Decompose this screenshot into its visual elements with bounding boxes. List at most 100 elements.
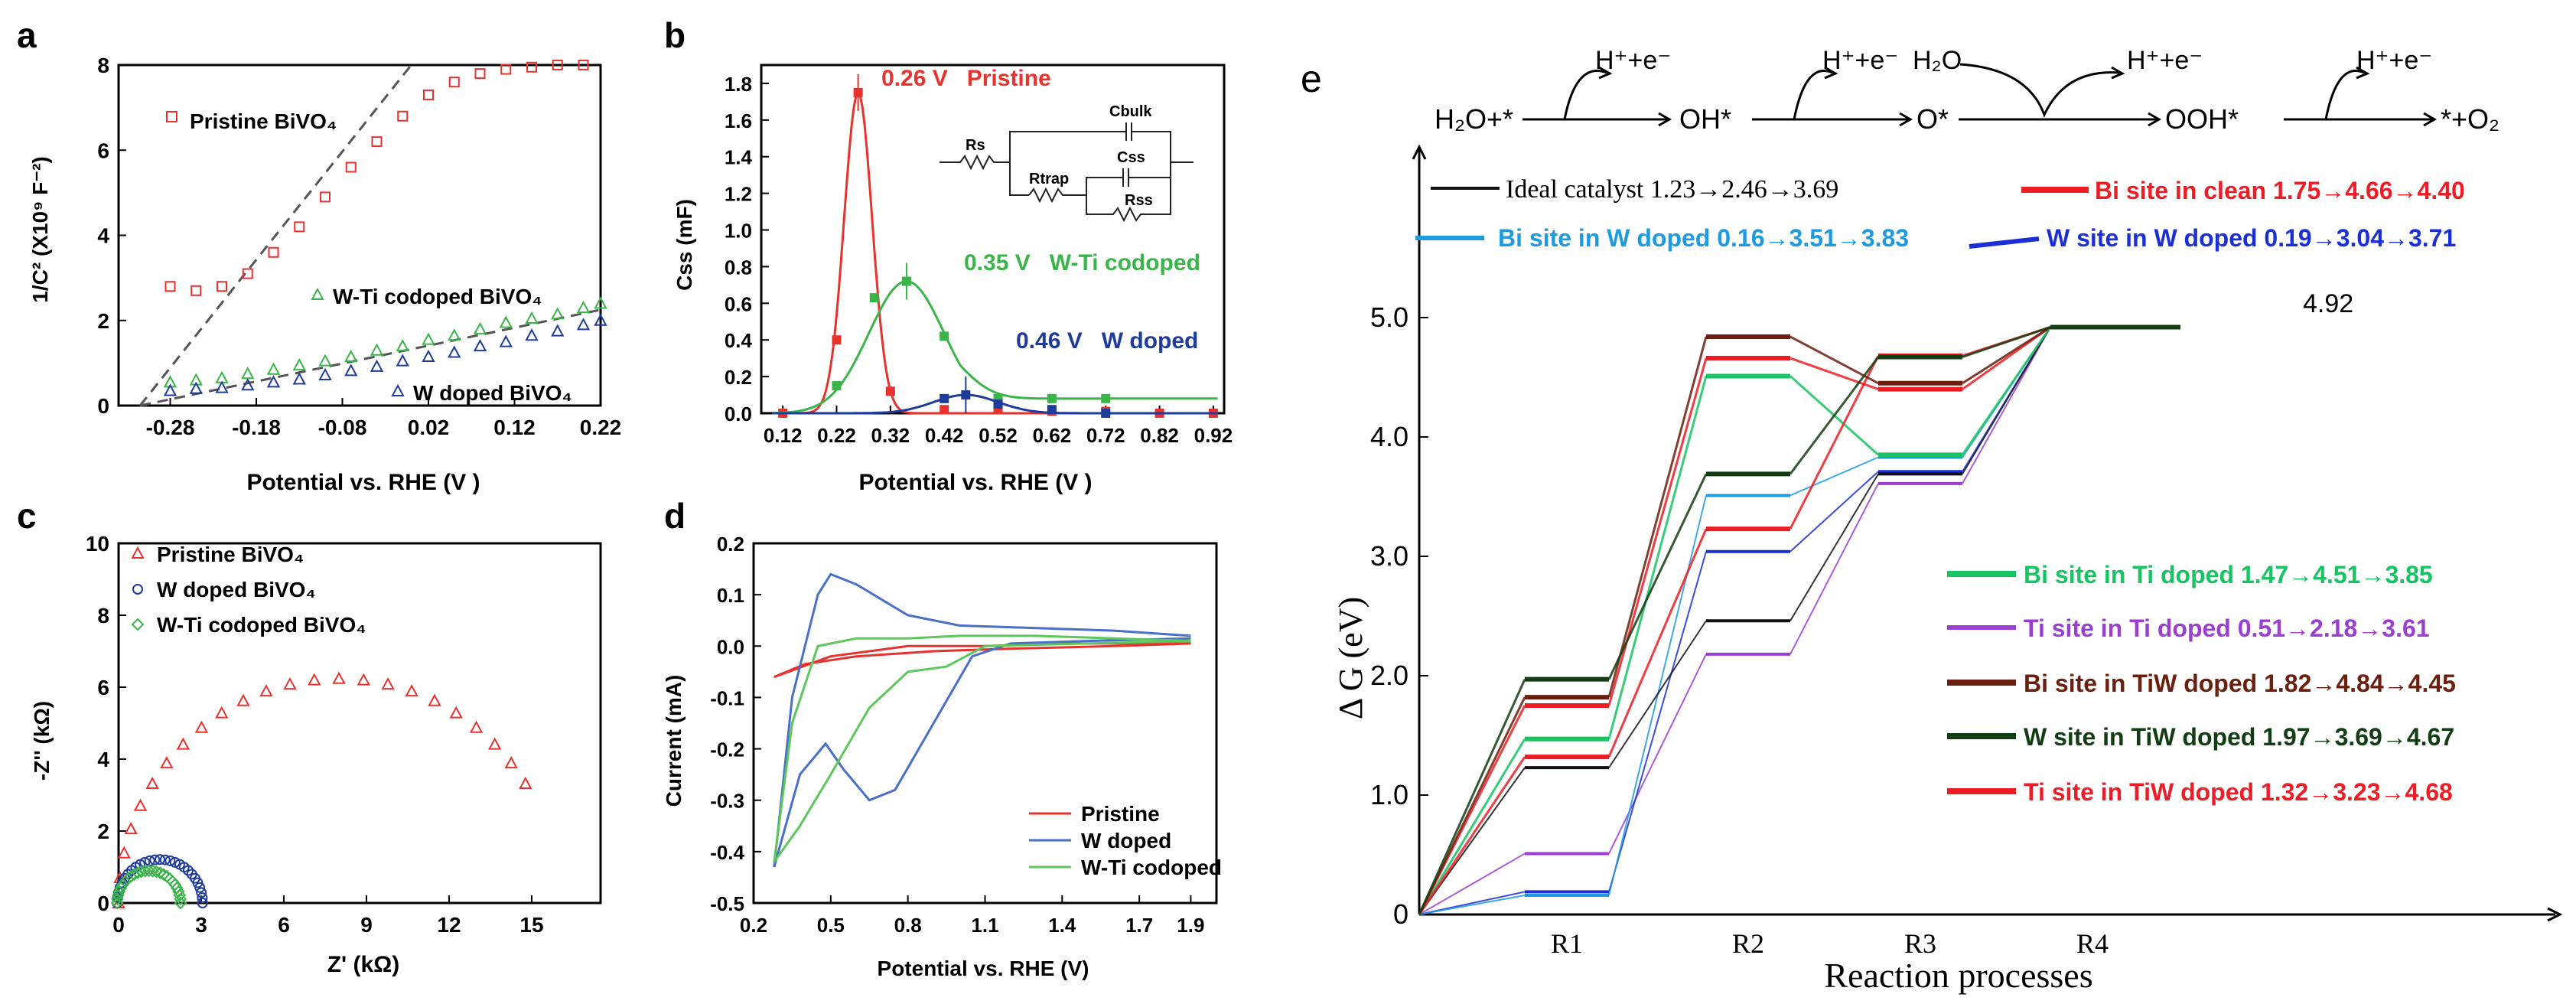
panel-c-pristine-point <box>469 720 484 733</box>
panel-b-point-1 <box>940 331 949 341</box>
panel-a-xlabel: Potential vs. RHE (V ) <box>246 470 480 495</box>
panel-a-wti-point <box>551 307 565 320</box>
panel-e-xtick-label: R2 <box>1732 928 1764 959</box>
panel-c-pristine-point <box>145 776 159 789</box>
panel-e-connector <box>1607 473 1708 680</box>
panel-e-connector <box>1790 456 1879 497</box>
panel-d-reverse-2 <box>773 640 1191 863</box>
panel-c-ytick-label: 4 <box>97 748 109 771</box>
panel-b: 0.12 0.22 0.32 0.42 0.52 0.62 0.72 0.82 0.92 0.0 0… <box>725 64 1233 447</box>
panel-c-wti-point <box>157 868 171 882</box>
panel-d-ytick-label: -0.2 <box>710 738 744 761</box>
panel-d: 0.2 0.5 0.8 1.1 1.4 1.7 1.9 -0.5 -0.4 -0.3 -0.2 -0.… <box>710 533 1218 937</box>
circuit-label-css: Css <box>1117 149 1145 166</box>
panel-c-pristine-point <box>160 756 174 769</box>
circuit-label-cbulk: Cbulk <box>1109 103 1152 120</box>
panel-c-xtick-label: 6 <box>278 913 290 937</box>
panel-a-wti-point <box>525 311 539 324</box>
panel-a-wti-point <box>594 296 607 309</box>
panel-a-w-point <box>396 354 409 367</box>
panel-a-pristine-point <box>345 161 357 173</box>
panel-c-ylabel: -Z'' (kΩ) <box>30 701 54 781</box>
panel-a-w-point <box>551 324 565 337</box>
panel-d-xtick-label: 0.5 <box>817 914 845 937</box>
panel-d-ytick-label: -0.1 <box>710 686 744 709</box>
panel-e-connector <box>1608 551 1707 892</box>
panel-a-w-point <box>292 372 306 385</box>
scheme-product-3: H⁺+e⁻ <box>2127 46 2203 75</box>
panel-c-w-point <box>155 854 165 865</box>
panel-a-wti-point <box>576 300 591 314</box>
panel-a-w-point <box>594 313 607 326</box>
panel-c-wti-point <box>146 864 160 878</box>
panel-a-w-point <box>448 345 461 358</box>
panel-a-ytick-label: 2 <box>97 309 109 333</box>
panel-d-xtick-label: 1.4 <box>1048 914 1076 937</box>
circuit-label-rs: Rs <box>966 137 985 154</box>
panel-c-w-point <box>197 898 208 908</box>
panel-b-point-2 <box>940 393 949 403</box>
panel-a-pristine-point <box>526 61 537 73</box>
panel-c-ytick-label: 8 <box>97 604 109 628</box>
panel-e-connector <box>1607 528 1708 758</box>
panel-b-xtick-label: 0.92 <box>1194 424 1233 447</box>
panel-b-xtick-label: 0.32 <box>871 424 910 447</box>
panel-b-annotation-wti: 0.35 V W-Ti codoped <box>964 250 1200 275</box>
panel-c-legend-pristine: Pristine BiVO₄ <box>157 543 304 566</box>
legend-swatch-w-w <box>1969 236 2040 249</box>
panel-c-wti-point <box>171 885 185 898</box>
panel-letter-e: e <box>1301 57 1322 100</box>
panel-a-w-point <box>318 367 332 380</box>
panel-e-connector <box>1418 738 1526 915</box>
panel-a-w-point <box>370 359 384 372</box>
panel-d-ytick-label: -0.3 <box>710 790 744 813</box>
panel-a-wti-point <box>422 332 435 345</box>
circuit-label-rtrap: Rtrap <box>1029 171 1069 187</box>
panel-c-xtick-label: 0 <box>112 913 125 937</box>
panel-e-xlabel: Reaction processes <box>1824 956 2092 995</box>
panel-b-point-1 <box>1101 393 1111 403</box>
panel-e-connector <box>1608 654 1707 854</box>
panel-c-pristine-point <box>332 671 346 684</box>
panel-d-legend-pristine: Pristine <box>1081 802 1160 826</box>
panel-d-legend: Pristine W doped W-Ti codoped <box>1081 802 1222 879</box>
panel-a-fit-line <box>138 64 412 406</box>
panel-b-ytick-label: 1.4 <box>725 146 753 169</box>
panel-d-reverse-1 <box>773 637 1191 868</box>
panel-a-wti-point <box>396 339 409 352</box>
panel-e-xtick-label: R3 <box>1904 928 1936 959</box>
panel-e-ytick-label: 0 <box>1393 898 1408 930</box>
panel-e-ylabel: Δ G (eV) <box>1332 597 1369 719</box>
panel-c-wti-point <box>153 866 167 879</box>
label-ti-tiw: Ti site in TiW doped 1.32→3.23→4.68 <box>2024 778 2453 806</box>
panel-d-ytick-label: -0.4 <box>710 841 744 864</box>
scheme-step-5: *+O₂ <box>2441 103 2499 135</box>
label-ideal: Ideal catalyst 1.23→2.46→3.69 <box>1506 175 1838 204</box>
panel-a-pristine-point <box>552 60 563 70</box>
panel-a-legend-marker-wti <box>311 287 324 300</box>
panel-a-pristine-point <box>268 246 279 258</box>
panel-a-pristine-point <box>242 268 253 279</box>
panel-b-xtick-label: 0.12 <box>764 424 803 447</box>
panel-c-w-point <box>197 892 208 904</box>
label-bi-ti: Bi site in Ti doped 1.47→4.51→3.85 <box>2024 561 2433 588</box>
reaction-scheme: H₂O+* OH* O* OOH* *+O₂ H⁺+e⁻ H⁺+e⁻ H₂O H… <box>1435 46 2499 135</box>
panel-b-ytick-label: 1.0 <box>725 220 752 243</box>
panel-a-pristine-point <box>448 77 460 88</box>
panel-a-wti-point <box>344 349 358 363</box>
panel-b-point-1 <box>832 381 842 391</box>
panel-a-pristine-point <box>371 136 383 148</box>
panel-e-connector <box>1790 473 1879 621</box>
panel-a-wti-point <box>266 362 281 375</box>
label-bi-w: Bi site in W doped 0.16→3.51→3.83 <box>1498 224 1909 252</box>
panel-a-wti-point <box>473 321 487 334</box>
panel-b-ytick-label: 0.2 <box>725 366 752 389</box>
panel-a-w-point <box>576 318 591 331</box>
panel-a-w-point <box>189 381 203 394</box>
panel-b-xlabel: Potential vs. RHE (V ) <box>858 470 1092 495</box>
panel-a-ytick-label: 4 <box>97 224 109 248</box>
panel-e-connector <box>1418 679 1526 915</box>
panel-b-point-2 <box>1047 405 1057 415</box>
panel-a-w-point <box>422 349 435 363</box>
panel-a-w-point <box>163 383 177 396</box>
